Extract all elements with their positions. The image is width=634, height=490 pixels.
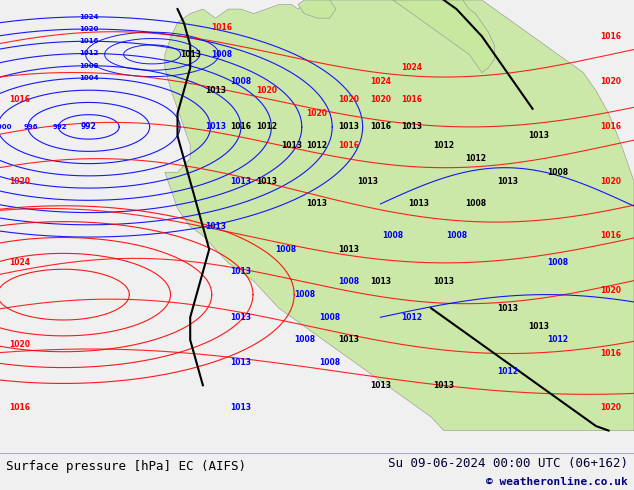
Text: 1012: 1012 bbox=[496, 367, 518, 376]
Polygon shape bbox=[393, 0, 495, 73]
Text: 1008: 1008 bbox=[547, 258, 569, 268]
Text: 1013: 1013 bbox=[433, 381, 455, 390]
Text: 992: 992 bbox=[53, 124, 67, 130]
Text: 1020: 1020 bbox=[600, 77, 621, 86]
Text: 1013: 1013 bbox=[205, 86, 226, 95]
Text: 1013: 1013 bbox=[338, 245, 359, 254]
Text: 1013: 1013 bbox=[281, 141, 302, 149]
Text: 1016: 1016 bbox=[10, 95, 30, 104]
Text: 1008: 1008 bbox=[319, 313, 340, 322]
Text: 1000: 1000 bbox=[0, 124, 12, 130]
Text: 1008: 1008 bbox=[547, 168, 569, 177]
Text: 1008: 1008 bbox=[294, 336, 315, 344]
Text: 1020: 1020 bbox=[370, 95, 391, 104]
Text: 1020: 1020 bbox=[600, 403, 621, 413]
Text: 1012: 1012 bbox=[306, 141, 328, 149]
Text: 1013: 1013 bbox=[370, 381, 391, 390]
Text: 1008: 1008 bbox=[319, 358, 340, 367]
Text: 1013: 1013 bbox=[179, 50, 201, 59]
Text: 1013: 1013 bbox=[230, 313, 252, 322]
Text: 1008: 1008 bbox=[230, 77, 252, 86]
Text: 1013: 1013 bbox=[230, 268, 252, 276]
Text: 1012: 1012 bbox=[465, 154, 486, 163]
Text: 1013: 1013 bbox=[433, 276, 455, 286]
Text: Su 09-06-2024 00:00 UTC (06+162): Su 09-06-2024 00:00 UTC (06+162) bbox=[387, 457, 628, 470]
Text: 1016: 1016 bbox=[600, 122, 621, 131]
Text: 1020: 1020 bbox=[338, 95, 359, 104]
Text: 1013: 1013 bbox=[256, 177, 277, 186]
Text: 1012: 1012 bbox=[79, 50, 98, 56]
Text: 1024: 1024 bbox=[79, 14, 98, 20]
Text: 1013: 1013 bbox=[205, 122, 226, 131]
Text: 1013: 1013 bbox=[496, 177, 518, 186]
Text: 1016: 1016 bbox=[10, 403, 30, 413]
Text: 1013: 1013 bbox=[401, 122, 423, 131]
Text: 1013: 1013 bbox=[230, 403, 252, 413]
Text: 1024: 1024 bbox=[401, 64, 423, 73]
Text: 1016: 1016 bbox=[79, 38, 98, 44]
Text: 1004: 1004 bbox=[79, 75, 98, 81]
Text: 1020: 1020 bbox=[10, 177, 30, 186]
Text: 1013: 1013 bbox=[408, 199, 429, 208]
Text: Surface pressure [hPa] EC (AIFS): Surface pressure [hPa] EC (AIFS) bbox=[6, 460, 247, 473]
Text: 1008: 1008 bbox=[446, 231, 467, 240]
Text: 1008: 1008 bbox=[465, 199, 486, 208]
Text: 1016: 1016 bbox=[600, 231, 621, 240]
Text: 1012: 1012 bbox=[401, 313, 423, 322]
Polygon shape bbox=[165, 0, 634, 431]
Text: 1016: 1016 bbox=[370, 122, 391, 131]
Text: 1020: 1020 bbox=[306, 109, 328, 118]
Text: 1013: 1013 bbox=[338, 122, 359, 131]
Text: 1020: 1020 bbox=[79, 26, 98, 32]
Text: 1013: 1013 bbox=[370, 276, 391, 286]
Text: 992: 992 bbox=[81, 122, 96, 131]
Text: 1016: 1016 bbox=[211, 23, 233, 32]
Text: 1013: 1013 bbox=[528, 131, 550, 141]
Text: 1008: 1008 bbox=[211, 50, 233, 59]
Text: 1016: 1016 bbox=[230, 122, 252, 131]
Text: 1008: 1008 bbox=[338, 276, 359, 286]
Text: 1016: 1016 bbox=[600, 349, 621, 358]
Text: 1020: 1020 bbox=[10, 340, 30, 349]
Text: 1016: 1016 bbox=[401, 95, 423, 104]
Text: 1012: 1012 bbox=[256, 122, 277, 131]
Text: 1013: 1013 bbox=[230, 358, 252, 367]
Text: 1008: 1008 bbox=[79, 63, 98, 69]
Text: 1024: 1024 bbox=[10, 258, 30, 268]
Text: 1013: 1013 bbox=[357, 177, 378, 186]
Text: 1013: 1013 bbox=[230, 177, 252, 186]
Text: 1012: 1012 bbox=[547, 336, 569, 344]
Text: 1013: 1013 bbox=[306, 199, 328, 208]
Text: 1024: 1024 bbox=[370, 77, 391, 86]
Text: 1016: 1016 bbox=[338, 141, 359, 149]
Polygon shape bbox=[298, 0, 336, 18]
Text: 1012: 1012 bbox=[433, 141, 455, 149]
Text: 1020: 1020 bbox=[600, 286, 621, 294]
Text: 1013: 1013 bbox=[205, 222, 226, 231]
Text: 1013: 1013 bbox=[338, 336, 359, 344]
Text: 1016: 1016 bbox=[600, 32, 621, 41]
Text: 1013: 1013 bbox=[496, 304, 518, 313]
Text: 1013: 1013 bbox=[528, 322, 550, 331]
Text: 996: 996 bbox=[23, 124, 38, 130]
Text: 1020: 1020 bbox=[256, 86, 277, 95]
Text: 1008: 1008 bbox=[275, 245, 296, 254]
Text: 1020: 1020 bbox=[600, 177, 621, 186]
Text: 1008: 1008 bbox=[294, 290, 315, 299]
Text: 1008: 1008 bbox=[382, 231, 404, 240]
Text: © weatheronline.co.uk: © weatheronline.co.uk bbox=[486, 477, 628, 487]
